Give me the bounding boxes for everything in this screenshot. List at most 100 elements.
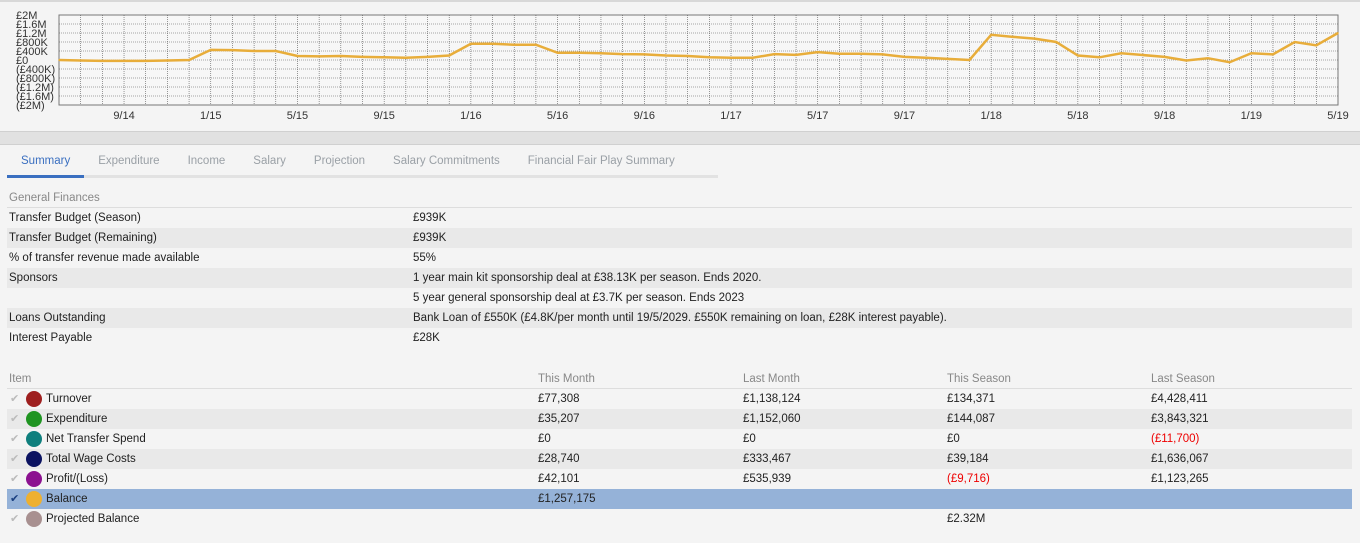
- tab-projection[interactable]: Projection: [313, 155, 366, 167]
- data-point: [188, 59, 190, 61]
- y-tick-label: (£2M): [16, 100, 45, 112]
- x-tick-label: 1/18: [980, 110, 1001, 122]
- data-point: [1055, 41, 1057, 43]
- item-value: £535,939: [743, 473, 791, 485]
- item-value: £3,843,321: [1151, 413, 1209, 425]
- y-tick-label: (£1.6M): [16, 91, 54, 103]
- data-point: [144, 60, 147, 62]
- item-value: £1,152,060: [743, 413, 801, 425]
- data-point: [535, 43, 537, 46]
- finance-row: % of transfer revenue made available 55%: [7, 248, 1352, 268]
- item-row[interactable]: ✔ Profit/(Loss) £42,101 £535,939 (£9,716) £1,…: [7, 469, 1352, 489]
- data-point: [209, 49, 212, 51]
- tab-salary-commitments[interactable]: Salary Commitments: [393, 155, 500, 167]
- item-row[interactable]: ✔ Turnover £77,308 £1,138,124 £134,371 £4,428…: [7, 389, 1352, 409]
- x-tick-label: 1/15: [200, 110, 221, 122]
- color-dot-icon: [26, 431, 42, 447]
- row-label: Loans Outstanding: [9, 312, 106, 324]
- color-dot-icon: [26, 411, 42, 427]
- x-tick-label: 5/18: [1067, 110, 1088, 122]
- check-icon[interactable]: ✔: [10, 473, 20, 485]
- check-icon[interactable]: ✔: [10, 413, 20, 425]
- row-value: 1 year main kit sponsorship deal at £38.…: [413, 272, 762, 284]
- check-icon[interactable]: ✔: [10, 453, 20, 465]
- check-icon[interactable]: ✔: [10, 513, 20, 525]
- row-label: % of transfer revenue made available: [9, 252, 200, 264]
- item-value: £1,123,265: [1151, 473, 1209, 485]
- item-name: Turnover: [46, 393, 92, 405]
- item-row[interactable]: ✔ Net Transfer Spend £0 £0 £0 (£11,700): [7, 429, 1352, 449]
- item-value: £4,428,411: [1151, 393, 1208, 405]
- splitter[interactable]: [0, 131, 1360, 145]
- data-point: [296, 55, 299, 57]
- items-table: Item This Month Last Month This Season Last …: [7, 370, 1352, 529]
- item-value: £1,636,067: [1151, 453, 1209, 465]
- column-header[interactable]: This Season: [947, 373, 1011, 385]
- section-title: General Finances: [7, 189, 1352, 208]
- data-point: [925, 56, 927, 59]
- item-row[interactable]: ✔ Expenditure £35,207 £1,152,060 £144,087 £3,…: [7, 409, 1352, 429]
- data-point: [470, 43, 472, 45]
- data-point: [1163, 56, 1166, 58]
- item-name: Balance: [46, 493, 88, 505]
- data-point: [1098, 56, 1101, 59]
- x-tick-label: 5/16: [547, 110, 568, 122]
- data-point: [491, 43, 494, 45]
- x-tick-label: 5/17: [807, 110, 828, 122]
- column-header[interactable]: This Month: [538, 373, 595, 385]
- data-point: [1185, 59, 1188, 62]
- data-point: [946, 58, 949, 60]
- check-icon[interactable]: ✔: [10, 493, 20, 505]
- x-tick-label: 9/16: [634, 110, 655, 122]
- item-name: Net Transfer Spend: [46, 433, 146, 445]
- color-dot-icon: [26, 511, 42, 527]
- x-tick-label: 1/19: [1241, 110, 1262, 122]
- tab-summary[interactable]: Summary: [7, 152, 85, 178]
- data-point: [621, 53, 624, 55]
- data-point: [1293, 41, 1296, 43]
- data-point: [361, 56, 364, 58]
- x-tick-label: 9/15: [373, 110, 394, 122]
- item-name: Profit/(Loss): [46, 473, 108, 485]
- column-header[interactable]: Last Season: [1151, 373, 1215, 385]
- tab-salary[interactable]: Salary: [253, 155, 286, 167]
- data-point: [340, 55, 342, 57]
- data-point: [600, 52, 602, 55]
- data-point: [1120, 52, 1123, 55]
- item-value: £42,101: [538, 473, 580, 485]
- data-point: [838, 52, 841, 55]
- data-point: [405, 56, 407, 59]
- data-point: [79, 59, 82, 62]
- data-point: [231, 49, 234, 51]
- y-tick-label: (£1.2M): [16, 82, 54, 94]
- data-point: [1337, 32, 1339, 34]
- item-row[interactable]: ✔ Total Wage Costs £28,740 £333,467 £39,184 £…: [7, 449, 1352, 469]
- data-point: [1207, 57, 1209, 59]
- y-tick-label: £1.6M: [16, 19, 47, 31]
- color-dot-icon: [26, 491, 42, 507]
- item-row[interactable]: ✔ Balance £1,257,175: [7, 489, 1352, 509]
- column-header[interactable]: Last Month: [743, 373, 800, 385]
- data-point: [795, 54, 797, 56]
- tab-income[interactable]: Income: [187, 155, 226, 167]
- y-tick-label: £0: [16, 55, 28, 67]
- data-point: [708, 56, 711, 59]
- data-point: [123, 60, 125, 62]
- data-point: [1012, 36, 1014, 38]
- item-value: £1,138,124: [743, 393, 801, 405]
- row-value: Bank Loan of £550K (£4.8K/per month unti…: [413, 312, 947, 324]
- row-value: £939K: [413, 212, 447, 224]
- x-tick-label: 5/15: [287, 110, 308, 122]
- tab-expenditure[interactable]: Expenditure: [98, 155, 160, 167]
- check-icon[interactable]: ✔: [10, 393, 20, 405]
- item-row[interactable]: ✔ Projected Balance £2.32M: [7, 509, 1352, 529]
- data-point: [513, 43, 516, 46]
- x-tick-label: 9/18: [1154, 110, 1175, 122]
- tab-financial-fair-play-summary[interactable]: Financial Fair Play Summary: [527, 155, 675, 167]
- column-header[interactable]: Item: [9, 373, 32, 385]
- y-tick-label: £800K: [16, 37, 48, 49]
- x-tick-label: 1/17: [720, 110, 741, 122]
- x-tick-label: 5/19: [1327, 110, 1348, 122]
- general-finances-table: General Finances Transfer Budget (Season)…: [7, 189, 1352, 348]
- check-icon[interactable]: ✔: [10, 433, 20, 445]
